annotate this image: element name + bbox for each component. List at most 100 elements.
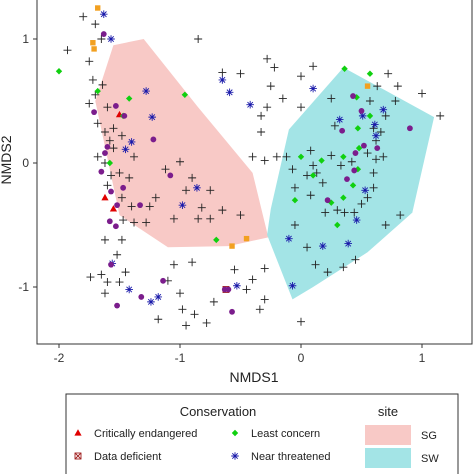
point-other-circle-22 xyxy=(339,127,346,134)
legend-label-least-concern: Least concern xyxy=(251,428,320,440)
legend-swatch-sg xyxy=(365,425,411,445)
point-least-concern-diamond-18 xyxy=(297,153,305,160)
y-tick-label: -1 xyxy=(18,280,29,294)
point-unclassified-plus-36 xyxy=(218,206,227,215)
point-near-threatened-asterisk-7 xyxy=(193,184,201,192)
point-unclassified-plus-69 xyxy=(272,152,281,161)
point-unclassified-plus-105 xyxy=(297,72,305,81)
point-critically-endangered-triangle-1 xyxy=(101,193,109,201)
point-other-circle-29 xyxy=(407,125,413,132)
point-unclassified-plus-71 xyxy=(288,165,297,174)
point-unclassified-plus-104 xyxy=(309,62,318,71)
point-unclassified-plus-112 xyxy=(351,255,360,264)
point-least-concern-diamond-21 xyxy=(213,236,220,244)
point-least-concern-diamond-20 xyxy=(334,221,341,229)
point-unclassified-plus-54 xyxy=(242,285,251,294)
point-unclassified-plus-19 xyxy=(115,168,124,177)
legend-label-near-threatened: Near threatened xyxy=(251,451,331,463)
point-unclassified-plus-2 xyxy=(91,20,100,29)
point-unclassified-plus-52 xyxy=(190,310,199,319)
point-near-threatened-asterisk-17 xyxy=(358,112,367,120)
point-unclassified-plus-85 xyxy=(372,155,381,164)
point-near-threatened-asterisk-26 xyxy=(379,105,388,114)
point-unclassified-plus-32 xyxy=(188,173,197,182)
point-unclassified-plus-53 xyxy=(209,297,218,306)
point-unclassified-plus-120 xyxy=(154,315,163,324)
point-unclassified-plus-51 xyxy=(176,289,184,298)
point-unclassified-plus-114 xyxy=(396,211,405,220)
point-unclassified-plus-49 xyxy=(188,258,197,267)
point-unclassified-plus-18 xyxy=(107,171,116,180)
point-unclassified-plus-60 xyxy=(263,54,272,63)
point-unclassified-plus-82 xyxy=(363,193,372,202)
point-least-concern-diamond-0 xyxy=(55,68,63,75)
point-unclassified-plus-68 xyxy=(260,156,269,165)
point-unclassified-plus-75 xyxy=(290,183,299,192)
point-near-threatened-asterisk-6 xyxy=(178,201,187,209)
point-unclassified-plus-9 xyxy=(103,103,112,112)
point-other-circle-27 xyxy=(344,176,350,183)
point-unclassified-plus-77 xyxy=(321,208,330,217)
point-least-concern-diamond-8 xyxy=(366,112,374,120)
point-unclassified-plus-79 xyxy=(340,208,349,217)
point-data-deficient-square-0 xyxy=(95,5,101,11)
point-other-circle-3 xyxy=(91,109,97,116)
point-unclassified-plus-33 xyxy=(182,186,191,195)
point-data-deficient-square-3 xyxy=(229,243,235,249)
y-tick-label: 0 xyxy=(22,156,29,170)
point-unclassified-plus-45 xyxy=(115,278,124,287)
point-near-threatened-asterisk-20 xyxy=(361,186,369,195)
point-unclassified-plus-14 xyxy=(117,131,126,140)
point-unclassified-plus-42 xyxy=(100,235,109,244)
point-unclassified-plus-4 xyxy=(85,57,94,66)
legend-label-site-sg: SG xyxy=(421,430,437,442)
point-unclassified-plus-57 xyxy=(194,35,203,43)
point-unclassified-plus-100 xyxy=(309,161,318,170)
point-near-threatened-asterisk-14 xyxy=(225,88,234,97)
point-unclassified-plus-30 xyxy=(161,165,170,174)
point-unclassified-plus-29 xyxy=(142,218,151,227)
point-other-circle-23 xyxy=(361,142,367,149)
point-unclassified-plus-13 xyxy=(105,136,114,145)
point-unclassified-plus-91 xyxy=(384,69,393,78)
point-least-concern-diamond-13 xyxy=(349,182,357,189)
y-axis-title: NMDS2 xyxy=(0,135,14,184)
point-near-threatened-asterisk-5 xyxy=(121,145,130,154)
point-unclassified-plus-3 xyxy=(97,35,106,43)
point-other-circle-24 xyxy=(352,150,359,156)
point-unclassified-plus-93 xyxy=(391,97,400,105)
point-unclassified-plus-113 xyxy=(381,221,390,229)
point-unclassified-plus-46 xyxy=(121,268,130,277)
point-near-threatened-asterisk-21 xyxy=(352,216,361,224)
point-unclassified-plus-86 xyxy=(379,152,388,161)
point-near-threatened-asterisk-1 xyxy=(107,35,115,43)
point-other-circle-2 xyxy=(121,112,128,119)
point-unclassified-plus-66 xyxy=(257,111,266,120)
point-unclassified-plus-117 xyxy=(230,265,239,274)
point-unclassified-plus-92 xyxy=(393,82,402,91)
point-other-circle-5 xyxy=(104,143,111,150)
point-other-circle-17 xyxy=(114,302,120,309)
point-unclassified-plus-73 xyxy=(312,168,321,177)
point-unclassified-plus-64 xyxy=(257,128,266,136)
x-tick-label: 1 xyxy=(419,351,426,365)
point-unclassified-plus-10 xyxy=(93,119,102,128)
point-unclassified-plus-119 xyxy=(178,305,187,314)
point-near-threatened-asterisk-22 xyxy=(344,239,352,248)
point-unclassified-plus-81 xyxy=(357,199,366,208)
legend-label-site-sw: SW xyxy=(421,453,439,465)
point-least-concern-diamond-16 xyxy=(291,197,299,204)
point-data-deficient-square-4 xyxy=(243,235,250,242)
point-unclassified-plus-95 xyxy=(376,128,385,136)
point-least-concern-diamond-1 xyxy=(94,87,101,95)
point-unclassified-plus-106 xyxy=(297,103,305,112)
point-least-concern-diamond-10 xyxy=(355,144,363,152)
point-unclassified-plus-40 xyxy=(169,214,178,223)
point-unclassified-plus-108 xyxy=(303,243,312,252)
point-unclassified-plus-22 xyxy=(103,181,112,190)
x-axis-title: NMDS1 xyxy=(229,369,278,385)
point-unclassified-plus-61 xyxy=(270,63,279,72)
axis-ticks: -2 -1 0 1 1 0 -1 xyxy=(18,32,425,365)
legend-label-data-deficient: Data deficient xyxy=(94,451,161,463)
point-unclassified-plus-83 xyxy=(369,183,378,192)
